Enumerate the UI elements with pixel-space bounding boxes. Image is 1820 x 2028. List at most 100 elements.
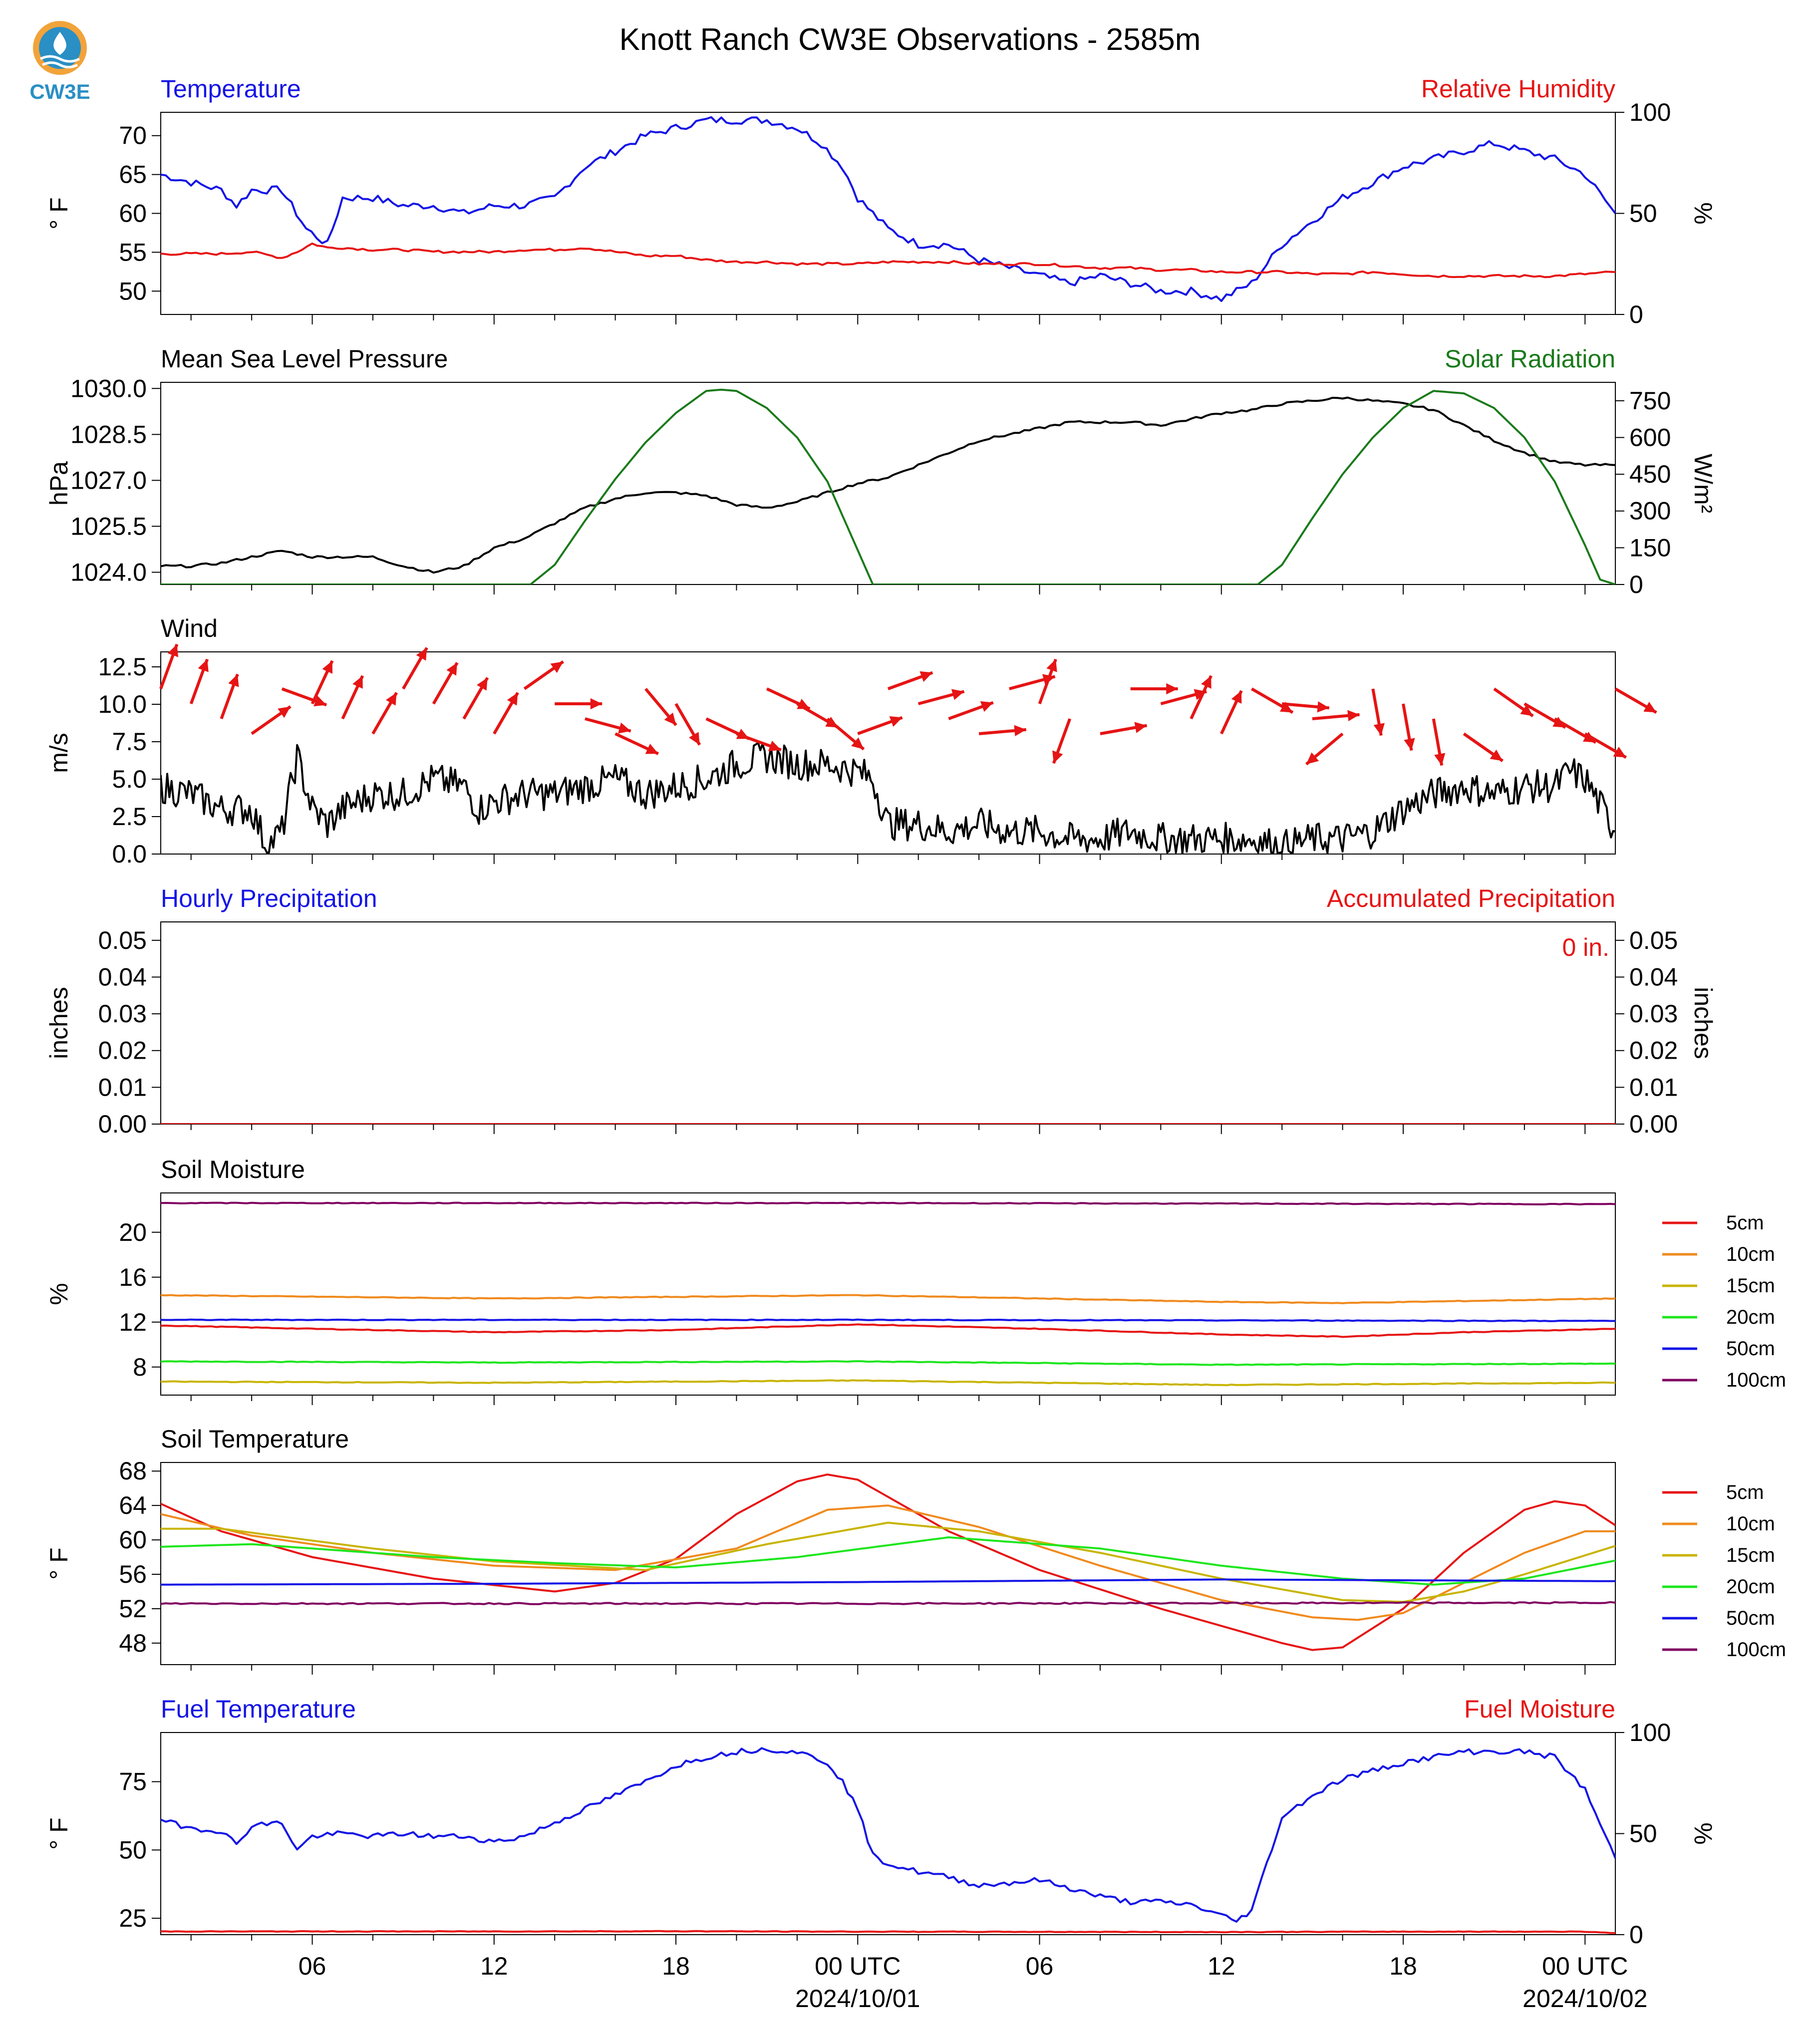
y-tick-label: 8 bbox=[133, 1353, 147, 1381]
series-line-solar-radiation bbox=[161, 388, 1615, 584]
panel-title-left: Soil Moisture bbox=[161, 1156, 305, 1183]
panel-wind: Wind 0.0 2.5 5.0 7.5 10.0 12.5 m/s bbox=[45, 614, 1657, 868]
y-tick-label: 1024.0 bbox=[70, 558, 147, 586]
legend-entry: 50cm bbox=[1726, 1607, 1775, 1629]
wind-arrow bbox=[1038, 658, 1057, 705]
series-line-relative-humidity bbox=[161, 242, 1615, 279]
wind-arrow-head bbox=[477, 677, 488, 691]
series-line-10cm bbox=[161, 1504, 1615, 1621]
y-tick-label: 0.04 bbox=[98, 963, 147, 991]
series-line-15cm bbox=[161, 1379, 1615, 1387]
wind-arrow-head bbox=[352, 675, 363, 689]
x-axis: 06 12 18 00 UTC 06 12 18 00 UTC 2024/10/01 2024/1… bbox=[299, 1952, 1648, 2013]
wind-arrow-head bbox=[1201, 675, 1212, 689]
y-tick-label: 60 bbox=[119, 200, 147, 228]
plot-frame bbox=[160, 112, 1616, 315]
series-line-5cm bbox=[161, 1473, 1615, 1651]
panel-title-left: Hourly Precipitation bbox=[161, 884, 377, 912]
wind-arrow bbox=[1493, 687, 1534, 717]
y-tick-label-right: 0.05 bbox=[1629, 926, 1678, 954]
y-tick-label: 1028.5 bbox=[70, 420, 147, 448]
y-tick-label: 65 bbox=[119, 161, 147, 189]
wind-arrow-head bbox=[645, 744, 658, 754]
y-tick-label: 70 bbox=[119, 122, 147, 150]
cw3e-logo-graphic: CW3E bbox=[29, 21, 90, 103]
wind-arrow bbox=[555, 698, 603, 710]
wind-arrow-head bbox=[1643, 702, 1657, 713]
wind-arrow-head bbox=[322, 660, 333, 674]
y-tick-label: 0.01 bbox=[98, 1073, 147, 1101]
wind-arrow-head bbox=[1520, 704, 1533, 716]
water-drop-icon bbox=[53, 32, 66, 55]
x-tick-label: 00 UTC bbox=[1542, 1952, 1628, 1980]
y-tick-label-right: 0.04 bbox=[1629, 963, 1678, 991]
plot-frame bbox=[160, 921, 1616, 1125]
y-tick-label: 16 bbox=[119, 1263, 147, 1291]
wind-arrow bbox=[493, 692, 519, 735]
wind-arrow bbox=[948, 701, 994, 720]
y-tick-label: 0.03 bbox=[98, 1000, 147, 1028]
wind-arrow bbox=[736, 732, 782, 752]
series-line-wind-speed bbox=[161, 742, 1615, 854]
wind-arrow bbox=[281, 687, 327, 707]
wind-arrow bbox=[1312, 710, 1360, 722]
y-tick-label: 48 bbox=[119, 1629, 147, 1657]
wind-arrow-head bbox=[167, 644, 179, 657]
wind-arrow bbox=[1220, 690, 1243, 735]
wind-arrow bbox=[614, 732, 659, 755]
x-tick-label: 12 bbox=[480, 1952, 508, 1980]
wind-arrow-head bbox=[446, 662, 457, 676]
y-tick-label: 60 bbox=[119, 1526, 147, 1554]
series-line-10cm bbox=[161, 1294, 1615, 1304]
wind-arrow bbox=[341, 675, 364, 720]
wind-arrow bbox=[402, 647, 428, 690]
y-axis-label-left: inches bbox=[45, 987, 73, 1059]
y-tick-label-right: 0.02 bbox=[1629, 1037, 1678, 1065]
plot-frame bbox=[160, 651, 1616, 855]
y-tick-label: 0.02 bbox=[98, 1037, 147, 1065]
wind-arrow-head bbox=[385, 692, 397, 706]
y-tick-label: 52 bbox=[119, 1595, 147, 1623]
series-line-mean-sea-level-pressure bbox=[161, 396, 1615, 574]
wind-arrow-head bbox=[889, 716, 903, 727]
y-tick-label: 5.0 bbox=[112, 765, 147, 793]
wind-arrow bbox=[1251, 687, 1294, 714]
legend-entry: 15cm bbox=[1726, 1544, 1775, 1566]
plot-area bbox=[161, 742, 1615, 854]
wind-arrow-head bbox=[1231, 690, 1242, 704]
wind-arrow-head bbox=[1490, 749, 1503, 761]
wind-arrow-head bbox=[550, 661, 564, 673]
wind-arrow bbox=[1554, 717, 1597, 744]
wind-arrow bbox=[310, 660, 334, 705]
series-line-100cm bbox=[161, 1601, 1615, 1605]
series-line-50cm bbox=[161, 1318, 1615, 1322]
legend: 5cm 10cm 15cm 20cm 50cm 100cm bbox=[1662, 1481, 1786, 1661]
panel-title-right: Solar Radiation bbox=[1445, 345, 1615, 373]
y-axis-label-right: inches bbox=[1689, 987, 1717, 1059]
y-tick-label: 1027.0 bbox=[70, 466, 147, 494]
y-axis-label-left: ° F bbox=[45, 1817, 73, 1849]
panel-soil-moisture: Soil Moisture 8 12 16 20% 5cm 10cm 15cm 20cm 50cm… bbox=[45, 1156, 1786, 1405]
y-tick-label: 0.00 bbox=[98, 1110, 147, 1138]
legend-entry: 10cm bbox=[1726, 1513, 1775, 1535]
series-line-20cm bbox=[161, 1360, 1615, 1366]
wind-arrow bbox=[1371, 688, 1385, 736]
wind-arrow-head bbox=[1373, 723, 1385, 736]
y-tick-label: 2.5 bbox=[112, 803, 147, 831]
legend-entry: 50cm bbox=[1726, 1338, 1775, 1360]
wind-arrow-head bbox=[618, 722, 631, 734]
y-tick-label-right: 0 bbox=[1629, 571, 1643, 598]
wind-arrow bbox=[1052, 718, 1072, 764]
wind-arrow-head bbox=[590, 698, 603, 710]
y-tick-label: 75 bbox=[119, 1768, 147, 1796]
wind-arrow-head bbox=[1134, 722, 1147, 733]
series-line-temperature bbox=[161, 116, 1615, 302]
legend-entry: 5cm bbox=[1726, 1481, 1764, 1503]
y-tick-label-right: 450 bbox=[1629, 460, 1671, 488]
panel-title-left: Fuel Temperature bbox=[161, 1695, 356, 1723]
y-tick-label-right: 50 bbox=[1629, 1820, 1657, 1848]
wind-arrow bbox=[1100, 722, 1148, 735]
y-tick-label: 25 bbox=[119, 1904, 147, 1932]
panel-pressure-solar: Mean Sea Level Pressure Solar Radiation 10… bbox=[45, 345, 1717, 598]
panel-title-left: Temperature bbox=[161, 75, 301, 103]
